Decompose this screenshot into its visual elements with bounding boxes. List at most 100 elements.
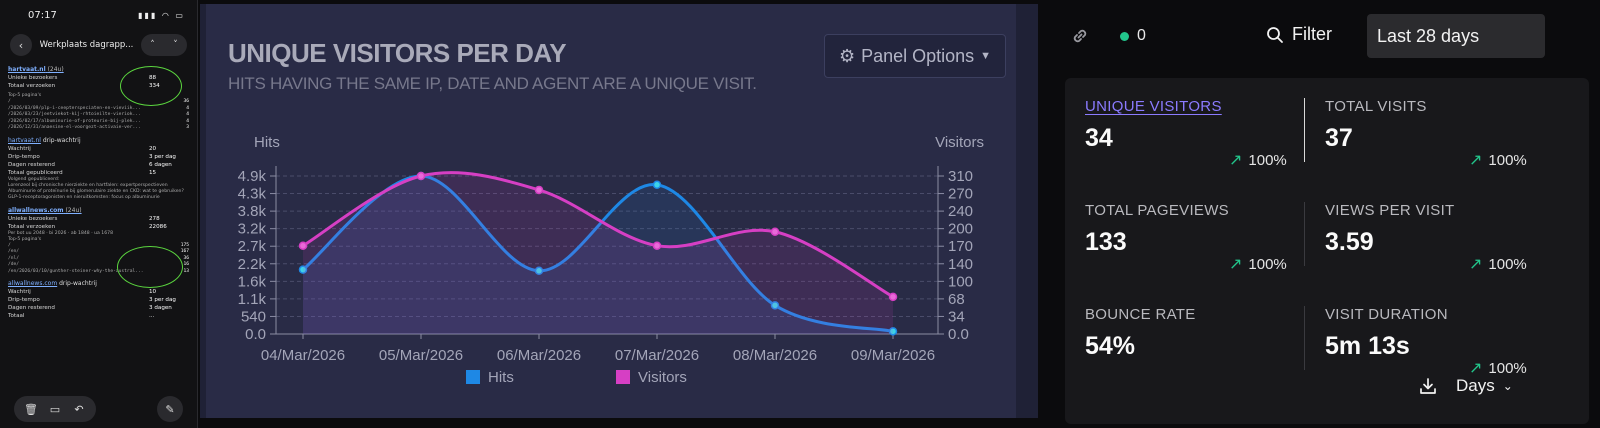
- live-visitors[interactable]: 0: [1120, 27, 1146, 45]
- up-down-nav[interactable]: ˄ ˅: [140, 34, 187, 56]
- stat-unique-visitors[interactable]: UNIQUE VISITORS 34 ↗ 100%: [1085, 98, 1325, 188]
- chart-subtitle: HITS HAVING THE SAME IP, DATE AND AGENT …: [228, 74, 757, 93]
- item-label: Unieke bezoekers: [8, 75, 58, 81]
- site2-pages-head: Top-5 pagina's: [8, 236, 42, 242]
- item-label: /2026/03/23/jeetviekot-kij-rhtoieilte-vi…: [8, 112, 141, 117]
- site1-heading[interactable]: hartvaat.nl (24u): [8, 66, 64, 73]
- item-value: 175: [180, 242, 189, 248]
- panel-options-button[interactable]: ⚙ Panel Options ▼: [824, 34, 1006, 78]
- item-label: /nl/: [8, 255, 20, 261]
- item-label: Totaal gepubliceerd: [8, 169, 63, 176]
- interval-label: Days: [1456, 376, 1495, 395]
- stat-change: ↗ 100%: [1229, 255, 1287, 274]
- site2-heading[interactable]: allwallnews.com (24u): [8, 206, 82, 214]
- stat-bounce-rate[interactable]: BOUNCE RATE 54%: [1085, 306, 1325, 396]
- link-icon[interactable]: [1070, 26, 1090, 46]
- x-tick-label: 09/Mar/2026: [851, 347, 935, 364]
- left-tick-label: 3.8k: [238, 203, 267, 220]
- item-value: 4: [186, 105, 189, 111]
- list-item: /de/16: [8, 262, 189, 269]
- trash-icon[interactable]: 🗑: [24, 402, 38, 416]
- data-point-hits: [652, 180, 662, 190]
- data-point-visitors: [298, 241, 308, 250]
- chart-card: UNIQUE VISITORS PER DAY HITS HAVING THE …: [206, 4, 1016, 418]
- item-label: Drip-tempo: [8, 153, 40, 160]
- live-count: 0: [1137, 27, 1146, 44]
- stat-label: UNIQUE VISITORS: [1085, 98, 1222, 115]
- stat-total-visits[interactable]: TOTAL VISITS 37 ↗ 100%: [1325, 98, 1565, 188]
- arrow-up-right-icon: ↗: [1469, 152, 1483, 169]
- item-value: 3 dagen: [149, 305, 172, 311]
- data-point-hits: [298, 265, 308, 274]
- stat-label: BOUNCE RATE: [1085, 306, 1196, 323]
- stat-value: 3.59: [1325, 228, 1374, 256]
- chevron-down-icon[interactable]: ˅: [173, 40, 178, 50]
- chart-controls: Days ⌄: [1418, 376, 1513, 396]
- right-tick-label: 34: [948, 308, 965, 325]
- stat-views-per-visit[interactable]: VIEWS PER VISIT 3.59 ↗ 100%: [1325, 202, 1565, 292]
- data-point-visitors: [652, 241, 662, 250]
- search-icon: [1267, 26, 1283, 43]
- reply-icon[interactable]: ↶: [74, 402, 84, 416]
- site2-meta: Per bot uu 2048 · bi 2026 · ab 1848 · ua…: [8, 230, 113, 236]
- item-value: ...: [149, 313, 155, 319]
- arrow-up-right-icon: ↗: [1469, 360, 1483, 377]
- clock: 07:17: [28, 9, 57, 21]
- legend-label-visitors: Visitors: [638, 369, 687, 386]
- live-dot-icon: [1120, 31, 1129, 41]
- drip2-heading: allwallnews.com drip-wachtrij: [8, 280, 97, 287]
- stat-visit-duration[interactable]: VISIT DURATION 5m 13s ↗ 100%: [1325, 306, 1565, 396]
- list-item: /2026/03/23/jeetviekot-kij-rhtoieilte-vi…: [8, 112, 189, 119]
- item-value: 4: [186, 112, 189, 117]
- item-value: 6 dagen: [149, 161, 172, 168]
- item-label: /en/: [8, 249, 20, 254]
- list-item: /en/2026/03/10/gunther-steiner-why-the-a…: [8, 269, 189, 276]
- stat-change: ↗ 100%: [1229, 151, 1287, 170]
- phone-toolbar: 🗑 ▭ ↶ ✎: [0, 396, 197, 422]
- folder-icon[interactable]: ▭: [49, 402, 61, 416]
- stats-panel: 0 Filter Last 28 days UNIQUE VISITORS 34…: [1044, 0, 1600, 428]
- date-range-select[interactable]: Last 28 days: [1367, 14, 1545, 58]
- stat-label: VIEWS PER VISIT: [1325, 202, 1455, 219]
- chevron-up-icon[interactable]: ˄: [150, 40, 155, 50]
- stat-value: 37: [1325, 124, 1353, 152]
- left-tick-label: 0.0: [245, 326, 266, 343]
- item-value: 278: [149, 215, 160, 222]
- note-item: Lorenzeol bij chronische nierziekte en h…: [8, 182, 168, 188]
- panel-options-label: Panel Options: [861, 45, 975, 66]
- stat-total-pageviews[interactable]: TOTAL PAGEVIEWS 133 ↗ 100%: [1085, 202, 1325, 292]
- item-label: /de/: [8, 262, 20, 267]
- highlight-circle-2: [117, 246, 183, 288]
- data-point-hits: [888, 327, 898, 336]
- back-button[interactable]: ‹: [10, 34, 32, 56]
- item-label: /: [8, 242, 11, 248]
- download-icon[interactable]: [1418, 376, 1438, 396]
- signal-wifi-battery-icon: ▮▮▮ ◠ ▭: [138, 10, 185, 20]
- interval-select[interactable]: Days ⌄: [1456, 376, 1513, 396]
- x-tick-label: 08/Mar/2026: [733, 347, 817, 364]
- left-tick-label: 4.3k: [238, 186, 267, 203]
- item-label: Drip-tempo: [8, 297, 40, 303]
- stat-label: TOTAL PAGEVIEWS: [1085, 202, 1229, 219]
- item-value: 36: [183, 255, 189, 261]
- compose-icon[interactable]: ✎: [157, 396, 183, 422]
- data-point-visitors: [416, 171, 426, 181]
- right-axis-label: Visitors: [935, 134, 984, 151]
- list-item: / 175: [8, 243, 189, 250]
- list-item: Dagen resterend 3 dagen: [8, 304, 189, 312]
- item-value: 167: [180, 249, 189, 254]
- stat-label: TOTAL VISITS: [1325, 98, 1427, 115]
- stat-value: 133: [1085, 228, 1127, 256]
- data-point-hits: [770, 301, 780, 310]
- legend-label-hits: Hits: [488, 369, 514, 386]
- list-item: Unieke bezoekers 278: [8, 215, 189, 223]
- item-value: 3 per dag: [149, 297, 176, 303]
- item-value: 22086: [149, 223, 167, 230]
- filter-button[interactable]: Filter: [1266, 24, 1332, 45]
- legend-swatch-visitors: [616, 370, 630, 384]
- item-value: 13: [183, 268, 189, 274]
- gear-icon: ⚙: [838, 45, 856, 66]
- item-value: 20: [149, 145, 157, 152]
- left-tick-label: 540: [241, 308, 266, 325]
